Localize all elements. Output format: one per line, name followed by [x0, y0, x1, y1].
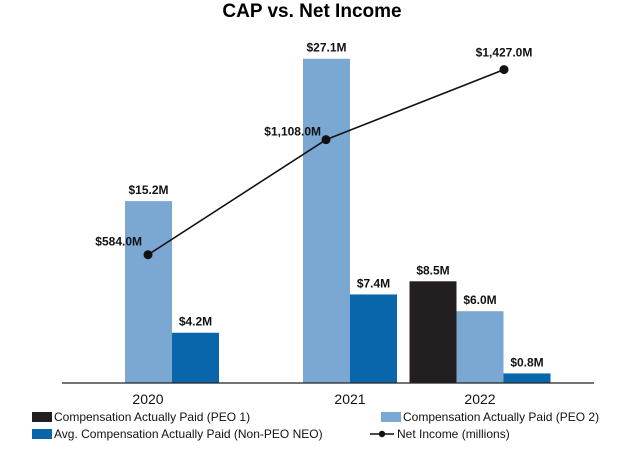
net-income-point-2021 [321, 135, 331, 145]
legend-marker [378, 430, 386, 438]
bar-label-2022-series-1: $8.5M [416, 263, 449, 277]
legend-swatch-3 [32, 429, 52, 439]
bar-label-2020-series-3: $4.2M [179, 315, 212, 329]
bar-2022-series-2 [456, 311, 504, 383]
net-income-point-2020 [143, 250, 153, 260]
net-income-label-2022: $1,427.0M [476, 46, 533, 60]
x-tick-2021: 2021 [334, 391, 365, 407]
net-income-label-2021: $1,108.0M [264, 125, 321, 139]
x-tick-2020: 2020 [132, 391, 163, 407]
legend-label-4: Net Income (millions) [397, 427, 510, 441]
bar-label-2020-series-2: $15.2M [128, 183, 168, 197]
legend-label-1: Compensation Actually Paid (PEO 1) [54, 410, 250, 424]
x-tick-2022: 2022 [464, 391, 495, 407]
bar-2021-series-3 [350, 294, 397, 383]
bar-2021-series-2 [303, 58, 350, 383]
net-income-label-2020: $584.0M [95, 235, 142, 249]
legend-label-2: Compensation Actually Paid (PEO 2) [403, 410, 599, 424]
bar-label-2021-series-3: $7.4M [357, 276, 390, 290]
bar-label-2022-series-2: $6.0M [463, 293, 496, 307]
bar-2022-series-1 [409, 281, 457, 383]
bar-2022-series-3 [503, 373, 551, 383]
legend-label-3: Avg. Compensation Actually Paid (Non-PEO… [54, 427, 323, 441]
bar-label-2022-series-3: $0.8M [510, 355, 543, 369]
bar-2020-series-3 [172, 332, 219, 383]
legend-swatch-1 [32, 412, 52, 422]
chart-title: CAP vs. Net Income [222, 1, 401, 22]
bar-2020-series-2 [125, 201, 172, 383]
legend-swatch-2 [381, 412, 401, 422]
bar-label-2021-series-2: $27.1M [306, 41, 346, 55]
net-income-point-2022 [499, 65, 509, 75]
